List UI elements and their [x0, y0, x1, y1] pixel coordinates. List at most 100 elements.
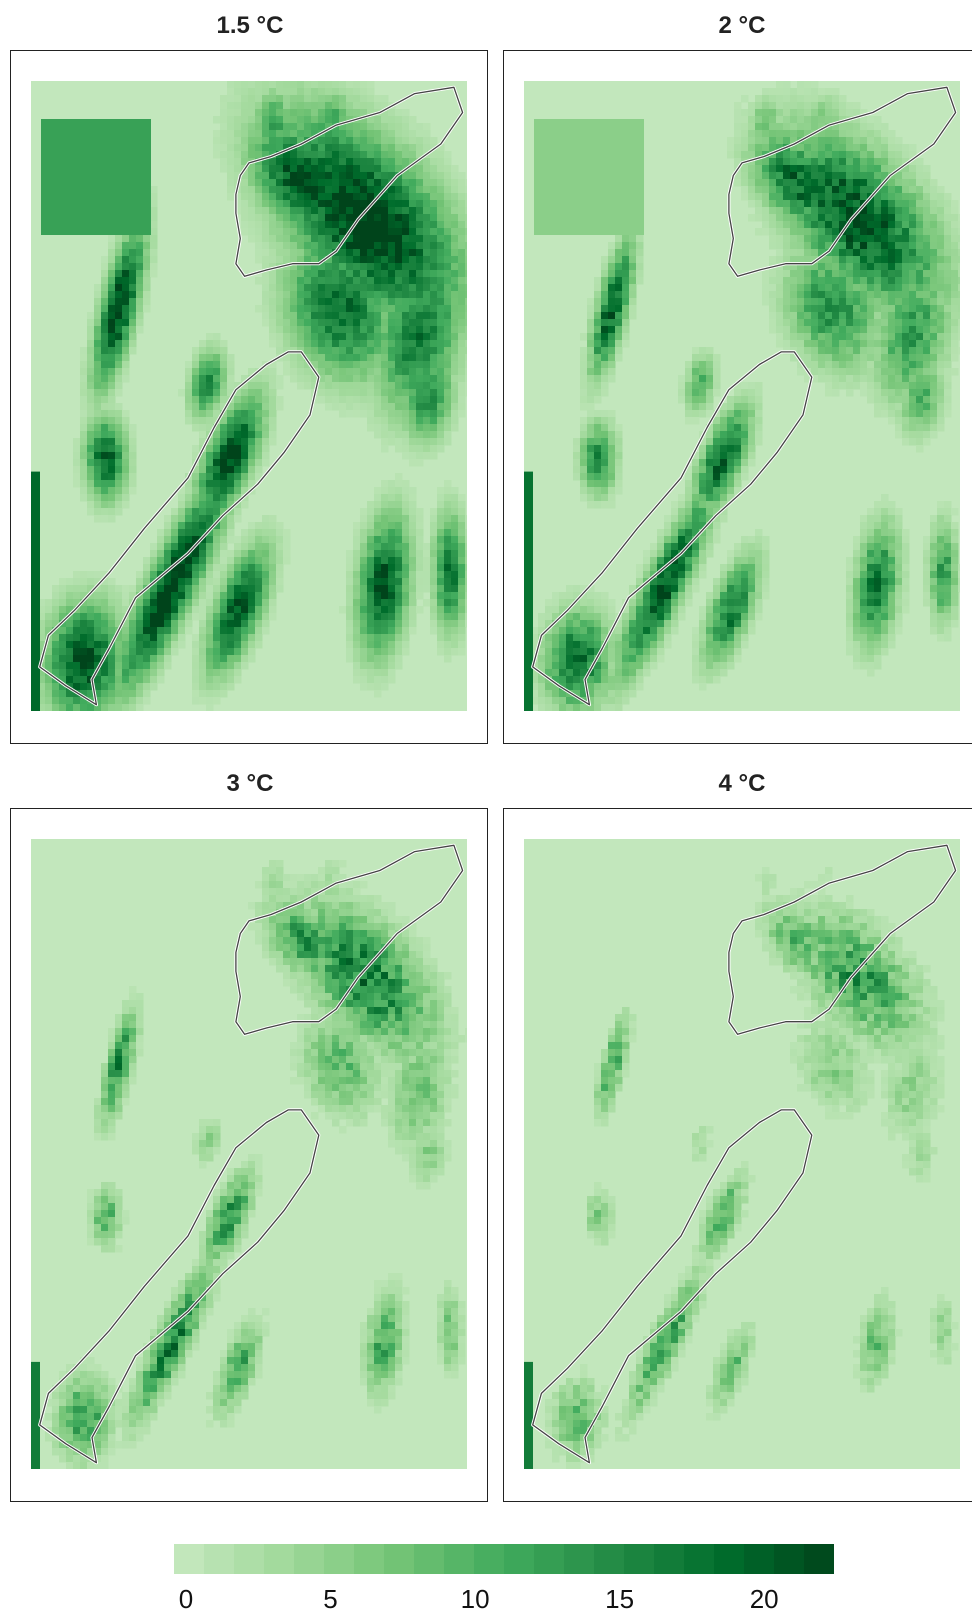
raster-cell	[748, 158, 756, 166]
raster-cell	[290, 284, 298, 292]
raster-cell	[227, 501, 235, 509]
raster-cell	[199, 592, 207, 600]
raster-cell	[185, 620, 193, 628]
raster-cell	[318, 81, 326, 89]
raster-cell	[206, 403, 214, 411]
raster-cell	[87, 704, 95, 711]
raster-cell	[902, 333, 910, 341]
raster-cell	[923, 270, 931, 278]
raster-cell	[66, 648, 74, 656]
raster-cell	[804, 193, 812, 201]
raster-cell	[601, 459, 609, 467]
raster-cell	[944, 543, 952, 551]
raster-cell	[881, 242, 889, 250]
raster-cell	[199, 501, 207, 509]
raster-cell	[776, 88, 784, 96]
raster-cell	[867, 375, 875, 383]
raster-cell	[129, 592, 137, 600]
raster-cell	[902, 256, 910, 264]
raster-cell	[276, 403, 284, 411]
raster-cell	[888, 515, 896, 523]
raster-cell	[108, 235, 116, 243]
raster-cell	[248, 81, 256, 89]
raster-cell	[325, 186, 333, 194]
raster-cell	[206, 613, 214, 621]
raster-cell	[458, 571, 466, 579]
raster-cell	[458, 592, 466, 600]
raster-cell	[839, 186, 847, 194]
raster-cell	[650, 550, 658, 558]
raster-cell	[930, 235, 938, 243]
raster-cell	[409, 431, 417, 439]
raster-cell	[136, 641, 144, 649]
raster-cell	[867, 508, 875, 516]
raster-cell	[325, 403, 333, 411]
raster-cell	[451, 557, 459, 565]
raster-cell	[909, 186, 917, 194]
raster-cell	[458, 648, 466, 656]
raster-cell	[853, 144, 861, 152]
raster-cell	[916, 361, 924, 369]
raster-cell	[458, 508, 466, 516]
raster-cell	[262, 305, 270, 313]
raster-cell	[381, 424, 389, 432]
raster-cell	[262, 88, 270, 96]
raster-cell	[66, 662, 74, 670]
raster-cell	[255, 627, 263, 635]
raster-cell	[587, 382, 595, 390]
raster-cell	[332, 130, 340, 138]
raster-cell	[671, 529, 679, 537]
raster-cell	[374, 291, 382, 299]
raster-cell	[171, 641, 179, 649]
raster-cell	[374, 410, 382, 418]
raster-cell	[332, 109, 340, 117]
raster-cell	[692, 452, 700, 460]
raster-cell	[59, 585, 67, 593]
raster-cell	[444, 298, 452, 306]
raster-cell	[73, 599, 81, 607]
raster-cell	[87, 347, 95, 355]
raster-cell	[367, 221, 375, 229]
raster-cell	[451, 354, 459, 362]
raster-cell	[248, 151, 256, 159]
raster-cell	[374, 137, 382, 145]
raster-cell	[741, 417, 749, 425]
raster-cell	[825, 200, 833, 208]
raster-cell	[881, 501, 889, 509]
raster-cell	[311, 158, 319, 166]
raster-cell	[437, 305, 445, 313]
raster-cell	[846, 186, 854, 194]
raster-cell	[825, 284, 833, 292]
raster-cell	[846, 319, 854, 327]
raster-cell	[227, 179, 235, 187]
raster-cell	[923, 536, 931, 544]
raster-cell	[437, 277, 445, 285]
raster-cell	[395, 284, 403, 292]
raster-cell	[227, 452, 235, 460]
raster-cell	[45, 606, 53, 614]
raster-cell	[192, 536, 200, 544]
raster-cell	[185, 389, 193, 397]
raster-cell	[52, 613, 60, 621]
raster-cell	[220, 529, 228, 537]
raster-cell	[444, 487, 452, 495]
raster-cell	[804, 256, 812, 264]
raster-cell	[944, 256, 952, 264]
raster-cell	[157, 648, 165, 656]
raster-cell	[951, 333, 959, 341]
raster-cell	[825, 235, 833, 243]
raster-cell	[881, 396, 889, 404]
raster-cell	[220, 557, 228, 565]
raster-cell	[115, 417, 123, 425]
raster-cell	[909, 158, 917, 166]
raster-cell	[706, 382, 714, 390]
raster-cell	[73, 480, 81, 488]
raster-cell	[87, 613, 95, 621]
raster-cell	[325, 235, 333, 243]
raster-cell	[129, 326, 137, 334]
raster-cell	[360, 214, 368, 222]
raster-cell	[269, 515, 277, 523]
raster-cell	[262, 284, 270, 292]
raster-cell	[269, 585, 277, 593]
raster-cell	[248, 144, 256, 152]
